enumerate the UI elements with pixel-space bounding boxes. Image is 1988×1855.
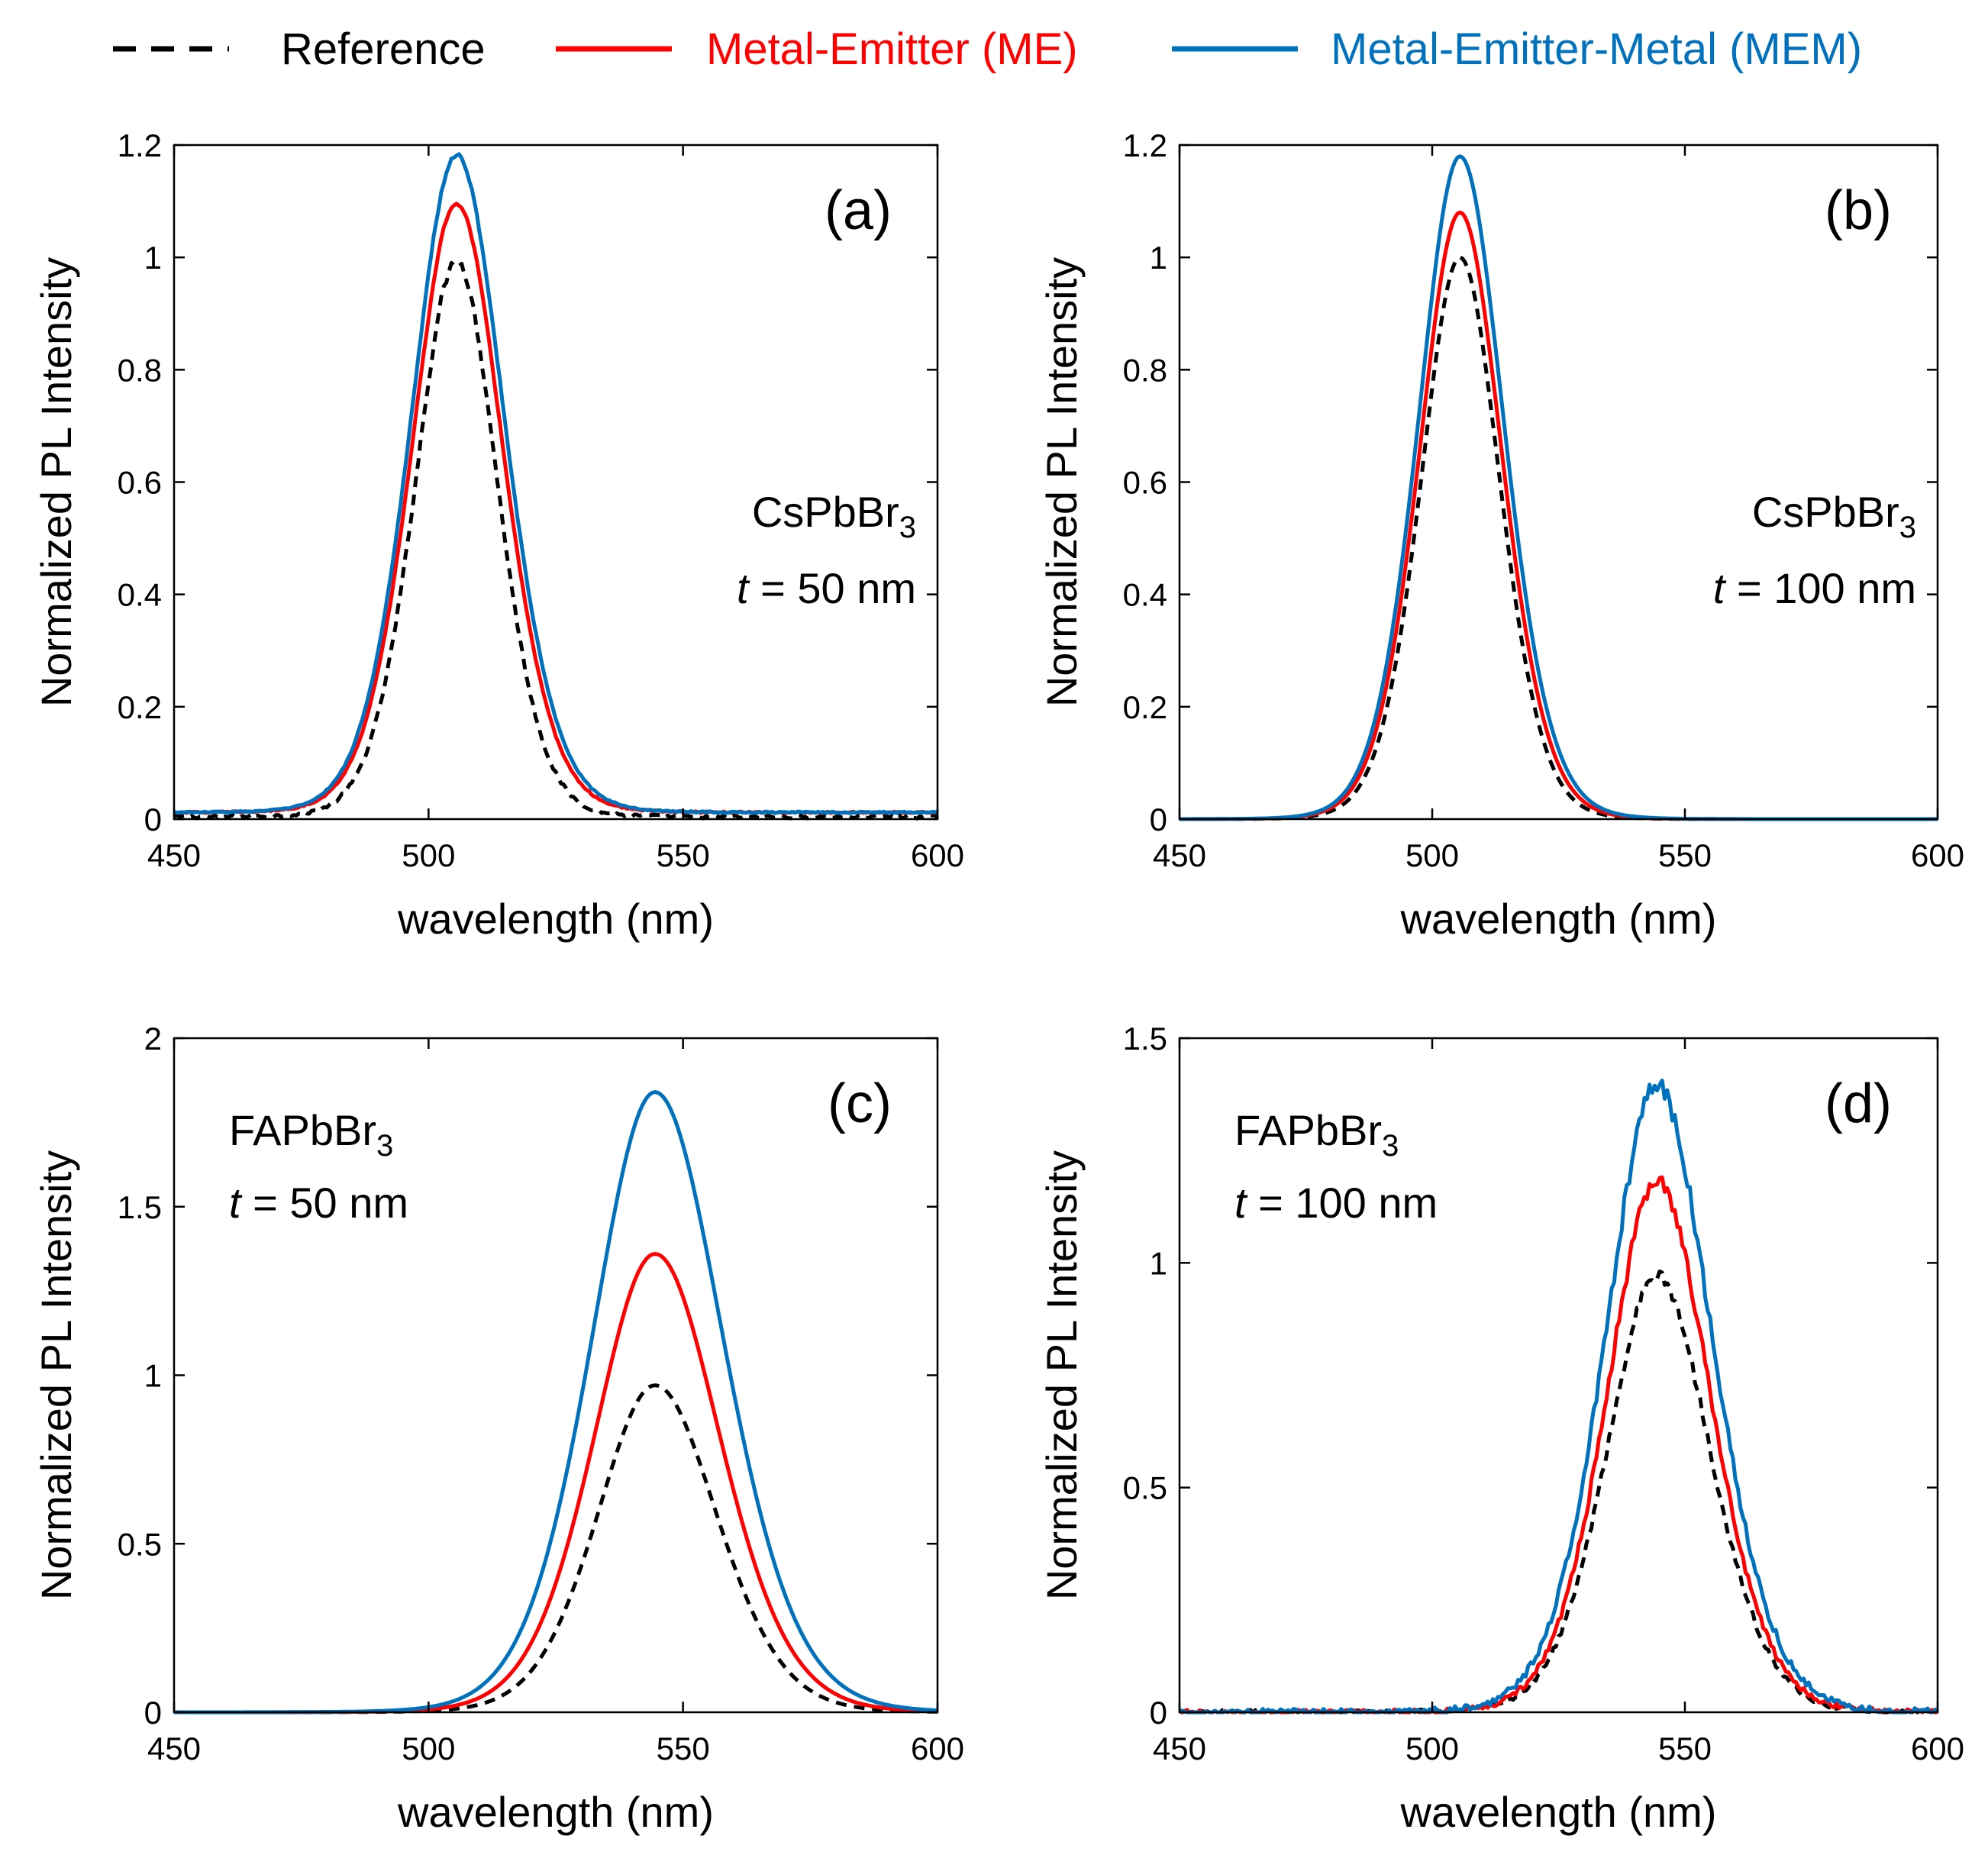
series-reference-line-c — [174, 1383, 938, 1715]
thickness-value: = 50 nm — [749, 564, 916, 612]
panel-c: 450 500 550 600 0 0.5 1 1.5 2 wavelength (nm) Norm… — [32, 1021, 964, 1836]
legend-label-reference: Reference — [281, 24, 486, 74]
plot-frame-b — [1178, 144, 1939, 821]
material-annotation: CsPbBr3 — [752, 488, 916, 544]
panel-tag-a: (a) — [825, 180, 892, 241]
material-subscript: 3 — [1382, 1129, 1399, 1163]
y-axis-label: Normalized PL Intensity — [32, 257, 80, 707]
material-name: FAPbBr — [1234, 1106, 1382, 1154]
material-annotation: CsPbBr3 — [1752, 488, 1916, 544]
series-reference-line-a — [173, 260, 939, 821]
series-reference-line-d — [1178, 1269, 1939, 1715]
legend: Reference Metal-Emitter (ME) Metal-Emitt… — [113, 24, 1862, 74]
y-tick-label: 1.2 — [1123, 127, 1167, 163]
thickness-value: = 50 nm — [241, 1179, 408, 1227]
y-tick-label: 0.5 — [118, 1526, 162, 1562]
material-subscript: 3 — [1899, 511, 1916, 544]
panel-tag-b: (b) — [1825, 180, 1892, 241]
panel-d: 450 500 550 600 0 0.5 1 1.5 wavelength (nm) Norma… — [1038, 1021, 1964, 1836]
thickness-variable: t — [737, 564, 750, 612]
thickness-value: = 100 nm — [1725, 564, 1916, 612]
x-tick-label: 550 — [657, 1731, 710, 1766]
thickness-variable: t — [1713, 564, 1727, 612]
thickness-annotation: t = 100 nm — [1234, 1179, 1438, 1227]
y-tick-label: 1 — [144, 240, 162, 276]
y-tick-label: 0.5 — [1123, 1470, 1167, 1506]
x-tick-label: 550 — [1658, 1731, 1712, 1766]
series-reference-line-b — [1180, 255, 1938, 821]
x-axis-label: wavelength (nm) — [1400, 1788, 1717, 1836]
y-tick-label: 0.6 — [118, 465, 162, 501]
x-tick-label: 500 — [1405, 1731, 1459, 1766]
material-name: FAPbBr — [229, 1106, 376, 1154]
y-tick-label: 0.4 — [1123, 577, 1167, 613]
x-axis-label: wavelength (nm) — [397, 895, 714, 943]
panel-a: 450 500 550 600 0 0.2 0.4 0.6 0.8 1 1.2 wavelength … — [32, 127, 964, 943]
thickness-annotation: t = 50 nm — [229, 1179, 408, 1227]
legend-label-me: Metal-Emitter (ME) — [706, 24, 1078, 74]
y-tick-label: 2 — [144, 1021, 162, 1057]
y-axis-label: Normalized PL Intensity — [32, 1150, 80, 1600]
y-tick-label: 0.2 — [118, 689, 162, 725]
panel-b: 450 500 550 600 0 0.2 0.4 0.6 0.8 1 1.2 wavelength … — [1038, 127, 1964, 943]
y-tick-label: 1 — [144, 1358, 162, 1394]
y-tick-label: 1.5 — [1123, 1021, 1167, 1057]
x-tick-label: 550 — [657, 837, 710, 873]
material-annotation: FAPbBr3 — [1234, 1106, 1399, 1163]
material-name: CsPbBr — [752, 488, 899, 536]
thickness-annotation: t = 100 nm — [1713, 564, 1916, 612]
x-tick-label: 500 — [402, 837, 455, 873]
material-subscript: 3 — [899, 511, 916, 544]
x-tick-label: 500 — [402, 1731, 455, 1766]
series-me-line-c — [174, 1252, 938, 1715]
y-tick-label: 0 — [1150, 802, 1167, 837]
x-axis-label: wavelength (nm) — [1400, 895, 1717, 943]
y-tick-label: 0 — [144, 802, 162, 837]
y-tick-label: 0.8 — [118, 352, 162, 388]
thickness-annotation: t = 50 nm — [737, 564, 916, 612]
series-me-line-d — [1179, 1175, 1938, 1715]
x-tick-label: 450 — [1153, 837, 1206, 873]
panel-tag-c: (c) — [828, 1073, 892, 1134]
thickness-value: = 100 nm — [1247, 1179, 1438, 1227]
panel-tag-d: (d) — [1825, 1073, 1892, 1134]
y-tick-label: 1.5 — [118, 1189, 162, 1225]
y-tick-label: 0.8 — [1123, 352, 1167, 388]
x-axis-label: wavelength (nm) — [397, 1788, 714, 1836]
x-tick-label: 600 — [1911, 1731, 1964, 1766]
series-mem-line-a — [173, 152, 938, 815]
y-tick-label: 0 — [144, 1695, 162, 1731]
material-name: CsPbBr — [1752, 488, 1899, 536]
x-tick-label: 450 — [147, 1731, 201, 1766]
x-tick-label: 550 — [1658, 837, 1712, 873]
x-tick-label: 450 — [147, 837, 201, 873]
x-tick-label: 500 — [1405, 837, 1459, 873]
x-tick-label: 450 — [1153, 1731, 1206, 1766]
y-tick-label: 1 — [1150, 240, 1167, 276]
thickness-variable: t — [229, 1179, 243, 1227]
y-tick-label: 0.2 — [1123, 689, 1167, 725]
y-axis-label: Normalized PL Intensity — [1038, 257, 1086, 707]
thickness-variable: t — [1234, 1179, 1248, 1227]
y-tick-label: 0 — [1150, 1695, 1167, 1731]
y-tick-label: 0.4 — [118, 577, 162, 613]
x-tick-label: 600 — [911, 837, 964, 873]
y-tick-label: 1.2 — [118, 127, 162, 163]
material-annotation: FAPbBr3 — [229, 1106, 393, 1163]
y-tick-label: 1 — [1150, 1245, 1167, 1281]
legend-label-mem: Metal-Emitter-Metal (MEM) — [1331, 24, 1862, 74]
y-axis-label: Normalized PL Intensity — [1038, 1150, 1086, 1600]
material-subscript: 3 — [376, 1129, 393, 1163]
x-tick-label: 600 — [911, 1731, 964, 1766]
plot-frame-d — [1178, 1037, 1939, 1714]
y-tick-label: 0.6 — [1123, 465, 1167, 501]
x-tick-label: 600 — [1911, 837, 1964, 873]
